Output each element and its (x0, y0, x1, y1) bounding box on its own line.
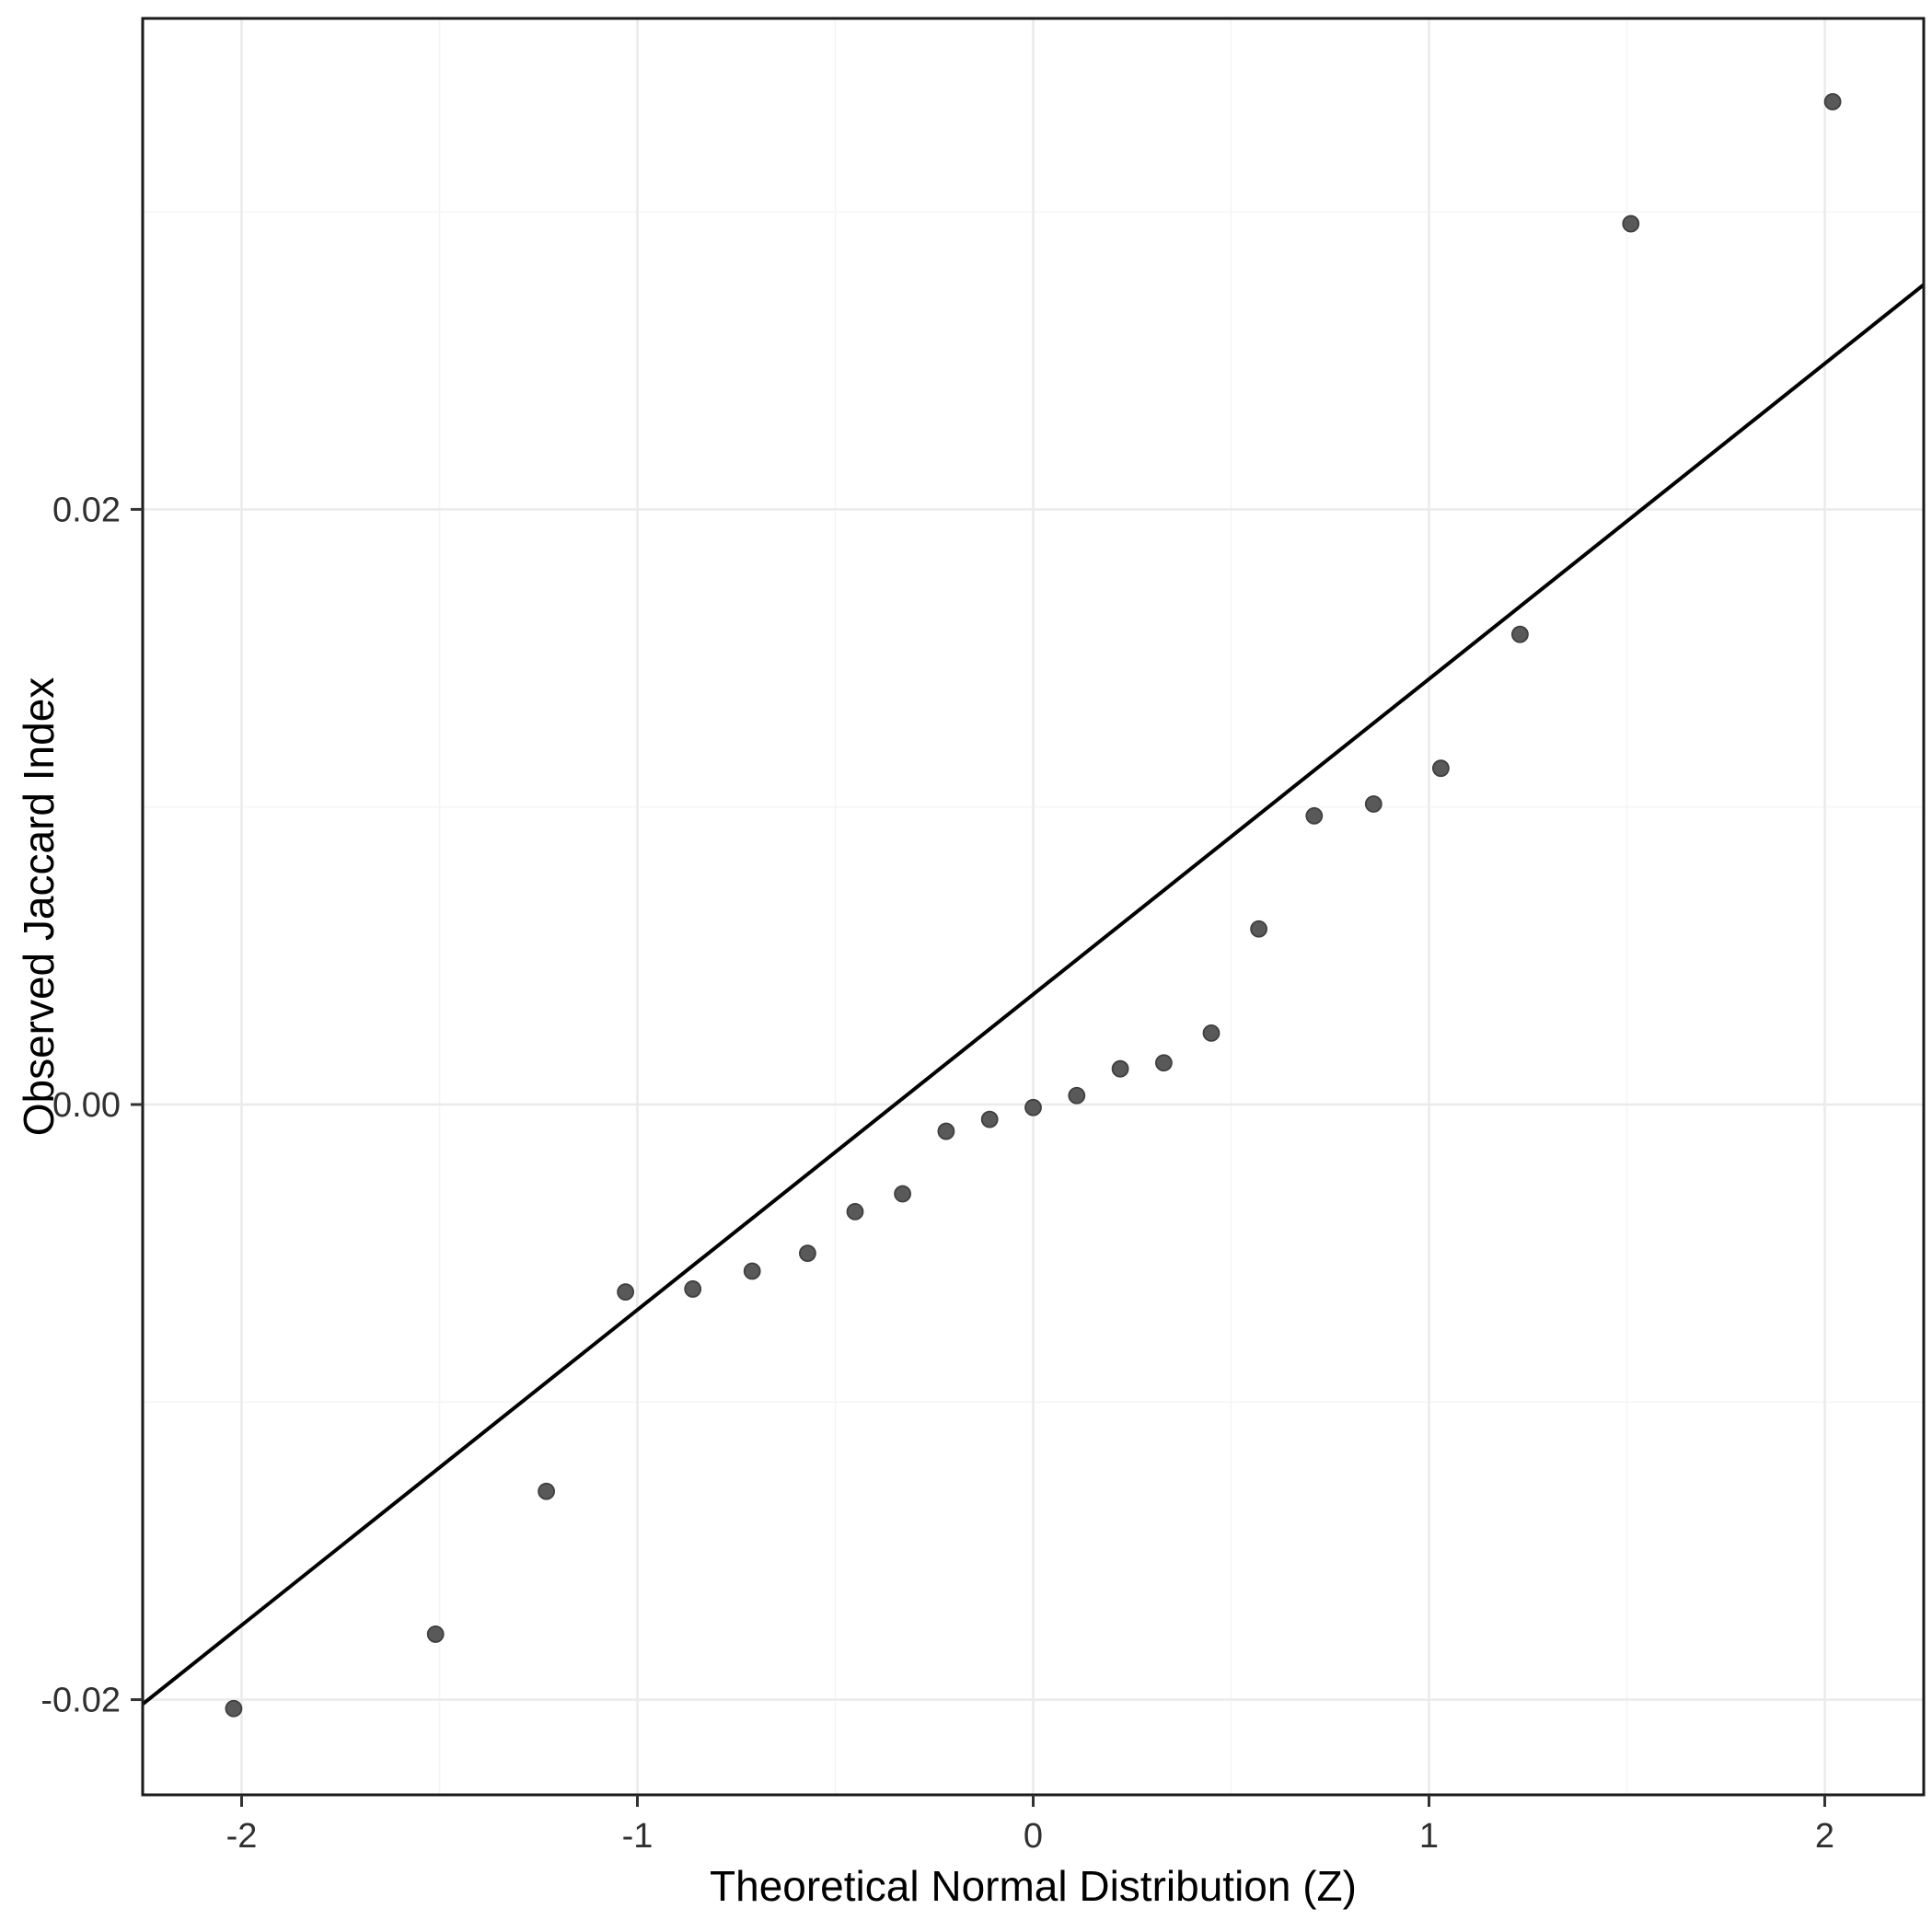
x-tick-label: 0 (1024, 1817, 1043, 1856)
data-point (1155, 1054, 1173, 1072)
data-point (225, 1699, 243, 1718)
grid-major (143, 18, 1924, 1795)
data-point (846, 1202, 864, 1221)
axis-ticks-and-labels: -2 -1 0 1 2 -0.02 0.00 0.02 (40, 491, 1834, 1856)
data-point (426, 1625, 445, 1643)
data-point (1305, 806, 1324, 825)
data-point (1622, 214, 1640, 233)
y-tick-label: 0.00 (52, 1086, 121, 1125)
data-point (937, 1122, 955, 1140)
x-tick-label: -2 (226, 1817, 258, 1856)
x-tick-label: -1 (622, 1817, 654, 1856)
y-tick-label: -0.02 (40, 1682, 121, 1720)
qq-reference-line (141, 283, 1926, 1706)
x-axis-title: Theoretical Normal Distribution (Z) (710, 1862, 1357, 1910)
data-point (538, 1482, 555, 1500)
data-point (1250, 920, 1267, 938)
data-point (1202, 1024, 1221, 1042)
data-point (1068, 1086, 1086, 1105)
data-point (1364, 795, 1382, 813)
data-point (980, 1110, 999, 1128)
y-tick-label: 0.02 (52, 491, 121, 529)
x-tick-label: 1 (1419, 1817, 1439, 1856)
x-tick-label: 2 (1815, 1817, 1834, 1856)
data-point (1111, 1059, 1129, 1078)
data-point (1823, 93, 1842, 110)
y-axis-title: Observed Jaccard Index (15, 677, 63, 1137)
data-points (225, 93, 1842, 1718)
data-point (799, 1244, 816, 1263)
data-point (1511, 625, 1529, 643)
data-point (684, 1280, 702, 1298)
data-point (617, 1283, 634, 1301)
data-point (1432, 759, 1450, 778)
data-point (743, 1262, 761, 1280)
data-point (894, 1185, 911, 1203)
data-point (1024, 1098, 1042, 1116)
